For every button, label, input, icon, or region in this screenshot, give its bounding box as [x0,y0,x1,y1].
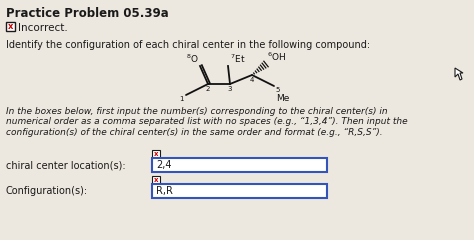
FancyBboxPatch shape [6,22,15,31]
Text: Configuration(s):: Configuration(s): [6,186,88,196]
Text: Practice Problem 05.39a: Practice Problem 05.39a [6,7,169,20]
Text: 3: 3 [228,86,232,92]
Text: x: x [154,151,158,157]
Polygon shape [455,68,463,80]
Text: Me: Me [276,94,289,103]
Text: 2: 2 [206,86,210,92]
Text: $^{8}$O: $^{8}$O [186,53,199,65]
Text: x: x [154,177,158,183]
FancyBboxPatch shape [152,184,327,198]
Text: In the boxes below, first input the number(s) corresponding to the chiral center: In the boxes below, first input the numb… [6,107,388,116]
Text: 2,4: 2,4 [156,160,172,170]
Text: Identify the configuration of each chiral center in the following compound:: Identify the configuration of each chira… [6,40,370,50]
Text: x: x [8,22,13,31]
Text: $^{7}$Et: $^{7}$Et [230,53,246,65]
Text: 5: 5 [275,87,279,93]
Text: R,R: R,R [156,186,173,196]
FancyBboxPatch shape [152,150,160,158]
Text: 1: 1 [180,96,184,102]
Text: Incorrect.: Incorrect. [18,23,68,33]
Text: chiral center location(s):: chiral center location(s): [6,160,126,170]
FancyBboxPatch shape [152,158,327,172]
Text: numerical order as a comma separated list with no spaces (e.g., “1,3,4”). Then i: numerical order as a comma separated lis… [6,118,408,126]
Text: 4: 4 [250,77,254,83]
FancyBboxPatch shape [152,176,160,184]
Text: $^{6}$OH: $^{6}$OH [267,51,286,63]
Text: configuration(s) of the chiral center(s) in the same order and format (e.g., “R,: configuration(s) of the chiral center(s)… [6,128,383,137]
